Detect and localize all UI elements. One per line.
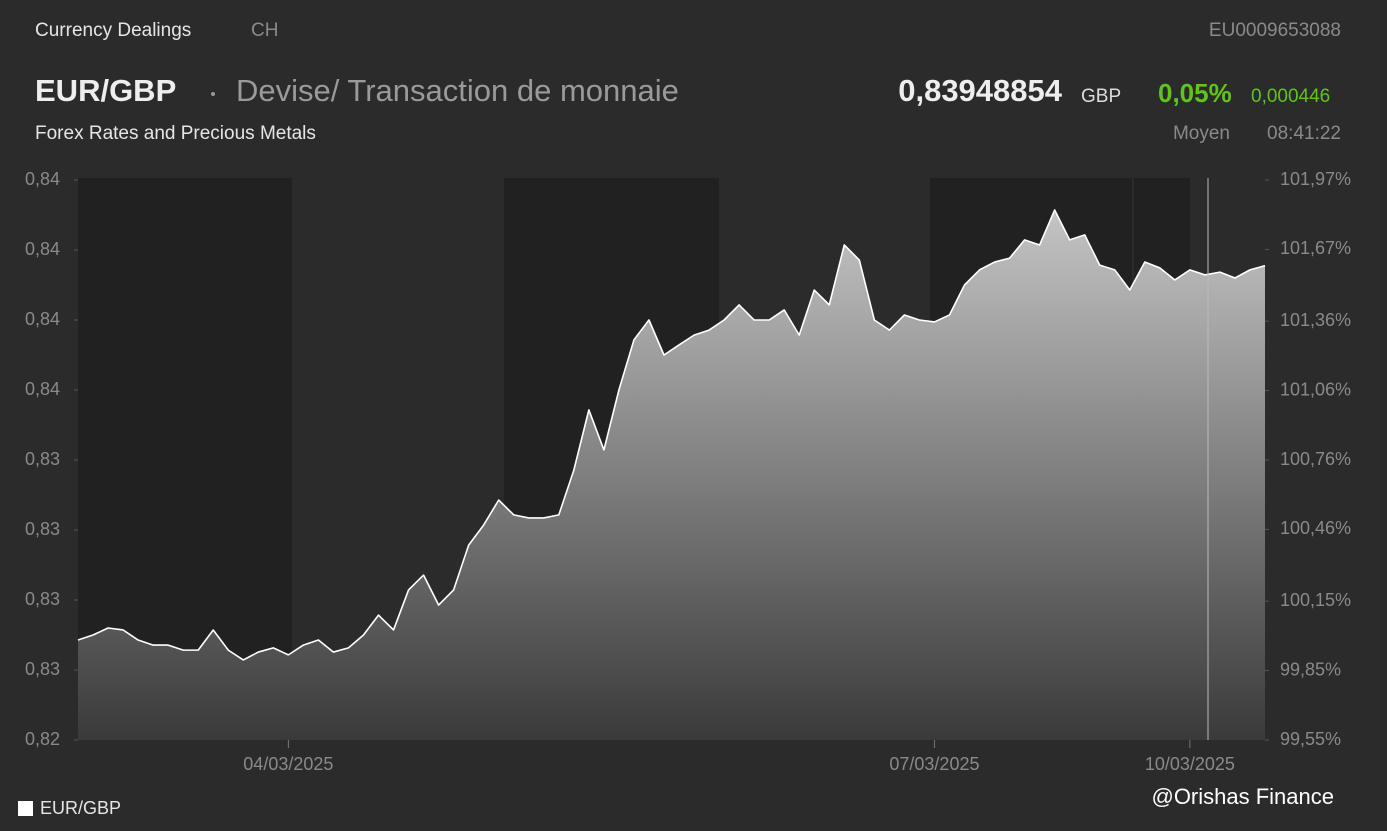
price-type: Moyen bbox=[1173, 123, 1230, 144]
symbol: EUR/GBP bbox=[35, 73, 176, 108]
y-tick-label: 0,84 bbox=[25, 239, 60, 259]
y-tick-label: 0,84 bbox=[25, 379, 60, 399]
y2-tick-label: 101,97% bbox=[1280, 169, 1351, 189]
price-line bbox=[77, 209, 1266, 661]
separator bbox=[211, 92, 215, 96]
change-abs: 0,000446 bbox=[1251, 86, 1330, 107]
y2-tick-label: 99,55% bbox=[1280, 729, 1341, 749]
isin: EU0009653088 bbox=[1209, 20, 1341, 41]
legend-swatch bbox=[18, 801, 33, 816]
y2-tick-label: 101,06% bbox=[1280, 379, 1351, 399]
y2-tick-label: 99,85% bbox=[1280, 659, 1341, 679]
y-tick-label: 0,84 bbox=[25, 169, 60, 189]
time: 08:41:22 bbox=[1267, 123, 1341, 144]
source: Currency Dealings bbox=[35, 20, 191, 41]
y2-tick-label: 100,76% bbox=[1280, 449, 1351, 469]
area-fill bbox=[78, 209, 1265, 740]
change-pct: 0,05% bbox=[1158, 78, 1232, 108]
y-tick-label: 0,83 bbox=[25, 659, 60, 679]
category: Forex Rates and Precious Metals bbox=[35, 123, 316, 144]
description: Devise/ Transaction de monnaie bbox=[236, 73, 679, 108]
y2-tick-label: 101,36% bbox=[1280, 310, 1351, 330]
y2-tick-label: 101,67% bbox=[1280, 238, 1351, 258]
legend-label: EUR/GBP bbox=[40, 798, 121, 818]
market: CH bbox=[251, 20, 278, 41]
watermark: @Orishas Finance bbox=[1151, 784, 1334, 809]
y-tick-label: 0,83 bbox=[25, 449, 60, 469]
price: 0,83948854 bbox=[898, 73, 1063, 108]
y-tick-label: 0,82 bbox=[25, 729, 60, 749]
y-tick-label: 0,83 bbox=[25, 589, 60, 609]
y-tick-label: 0,83 bbox=[25, 519, 60, 539]
currency: GBP bbox=[1081, 86, 1121, 107]
x-tick-label: 10/03/2025 bbox=[1145, 754, 1235, 774]
x-tick-label: 04/03/2025 bbox=[243, 754, 333, 774]
x-tick-label: 07/03/2025 bbox=[889, 754, 979, 774]
y2-tick-label: 100,46% bbox=[1280, 518, 1351, 538]
y-tick-label: 0,84 bbox=[25, 309, 60, 329]
y2-tick-label: 100,15% bbox=[1280, 590, 1351, 610]
